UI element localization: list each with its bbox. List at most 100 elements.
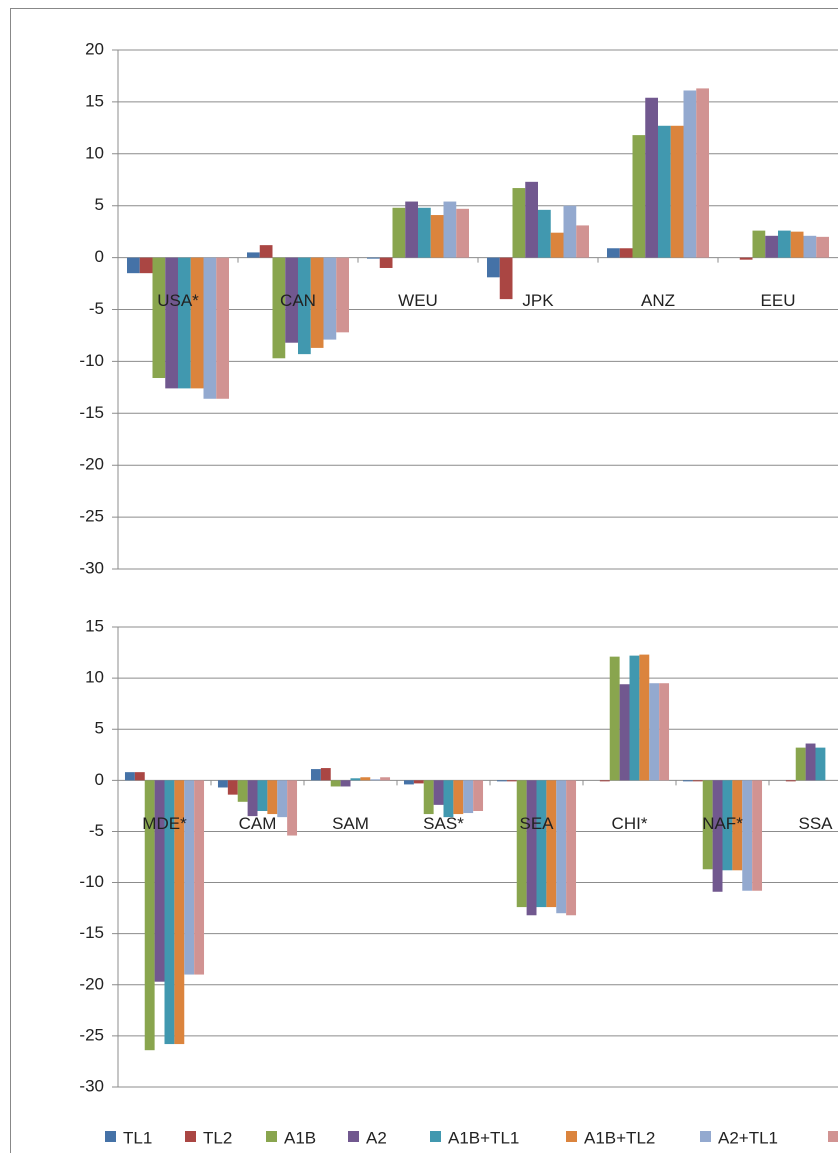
bar	[310, 769, 321, 781]
legend-label: A2+TL1	[718, 1128, 778, 1147]
bar	[683, 90, 697, 258]
bar	[403, 780, 414, 785]
bar	[154, 780, 165, 982]
y-tick-label: 10	[85, 668, 104, 687]
bar	[323, 257, 337, 340]
bar	[550, 232, 564, 258]
bar	[453, 780, 464, 815]
bar	[752, 780, 763, 891]
bar	[164, 780, 175, 1045]
bar	[190, 257, 204, 389]
y-tick-label: -10	[79, 872, 104, 891]
bar	[298, 257, 311, 355]
bar	[816, 236, 829, 258]
bar	[496, 780, 507, 782]
bar	[670, 125, 684, 258]
bar	[682, 780, 693, 782]
y-tick-label: 5	[95, 719, 104, 738]
bar	[536, 780, 547, 908]
legend-label: TL1	[123, 1128, 152, 1147]
y-tick-label: 10	[85, 143, 104, 162]
bar	[556, 780, 567, 914]
bar	[287, 780, 298, 836]
legend-swatch	[566, 1131, 577, 1142]
bar	[379, 257, 393, 268]
bar	[619, 248, 633, 258]
y-tick-label: -5	[89, 821, 104, 840]
bar	[790, 231, 804, 258]
bar	[525, 181, 538, 258]
bar	[649, 683, 660, 781]
bar	[632, 135, 646, 258]
bar	[803, 235, 817, 258]
bar	[124, 772, 135, 781]
bar	[272, 257, 286, 359]
bar	[336, 257, 349, 333]
bar	[639, 654, 650, 781]
bar	[392, 207, 406, 258]
bar	[320, 768, 331, 781]
y-tick-label: -30	[79, 558, 104, 577]
bar	[722, 780, 733, 871]
bar	[538, 209, 551, 258]
bar	[712, 780, 723, 892]
y-tick-label: 0	[95, 247, 104, 266]
x-tick-label: SEA	[519, 814, 554, 833]
bar	[203, 257, 217, 399]
bar	[752, 230, 766, 258]
bar	[526, 780, 537, 916]
y-tick-label: -10	[79, 351, 104, 370]
y-tick-label: 15	[85, 616, 104, 635]
legend-swatch	[348, 1131, 359, 1142]
bar	[184, 780, 195, 975]
legend-label: A1B	[284, 1128, 316, 1147]
x-tick-label: EEU	[761, 291, 796, 310]
legend-swatch	[430, 1131, 441, 1142]
legend-label: TL2	[203, 1128, 232, 1147]
bar	[413, 780, 424, 784]
bar	[443, 780, 454, 818]
x-tick-label: CAN	[280, 291, 316, 310]
bar	[360, 777, 371, 781]
bar	[702, 780, 713, 870]
bar	[692, 780, 703, 782]
y-tick-label: -25	[79, 507, 104, 526]
bar	[247, 252, 260, 258]
y-tick-label: -15	[79, 923, 104, 942]
bar	[267, 780, 278, 815]
legend-label: A1B+TL2	[584, 1128, 655, 1147]
y-tick-label: 5	[95, 195, 104, 214]
x-tick-label: ANZ	[641, 291, 675, 310]
y-tick-label: -20	[79, 455, 104, 474]
bar	[134, 772, 145, 781]
legend-swatch	[105, 1131, 116, 1142]
bar	[423, 780, 434, 815]
chart-border	[10, 8, 838, 1153]
bar	[285, 257, 298, 343]
x-tick-label: SAM	[332, 814, 369, 833]
legend-swatch	[266, 1131, 277, 1142]
x-tick-label: WEU	[398, 291, 438, 310]
bar	[619, 684, 630, 781]
bar	[227, 780, 238, 795]
y-tick-label: 0	[95, 770, 104, 789]
legend-swatch	[700, 1131, 711, 1142]
y-tick-label: -15	[79, 403, 104, 422]
y-tick-label: -20	[79, 974, 104, 993]
legend-label: A2	[366, 1128, 387, 1147]
bar	[512, 188, 526, 258]
y-tick-label: -25	[79, 1025, 104, 1044]
bar	[473, 780, 484, 811]
bar	[609, 656, 620, 781]
bar	[739, 257, 753, 260]
bar	[247, 780, 258, 817]
bar	[257, 780, 268, 811]
bar	[144, 780, 155, 1051]
x-tick-label: JPK	[522, 291, 554, 310]
bar	[216, 257, 229, 399]
bar	[340, 780, 351, 787]
bar	[277, 780, 288, 818]
bar	[370, 779, 381, 781]
x-tick-label: USA*	[157, 291, 199, 310]
